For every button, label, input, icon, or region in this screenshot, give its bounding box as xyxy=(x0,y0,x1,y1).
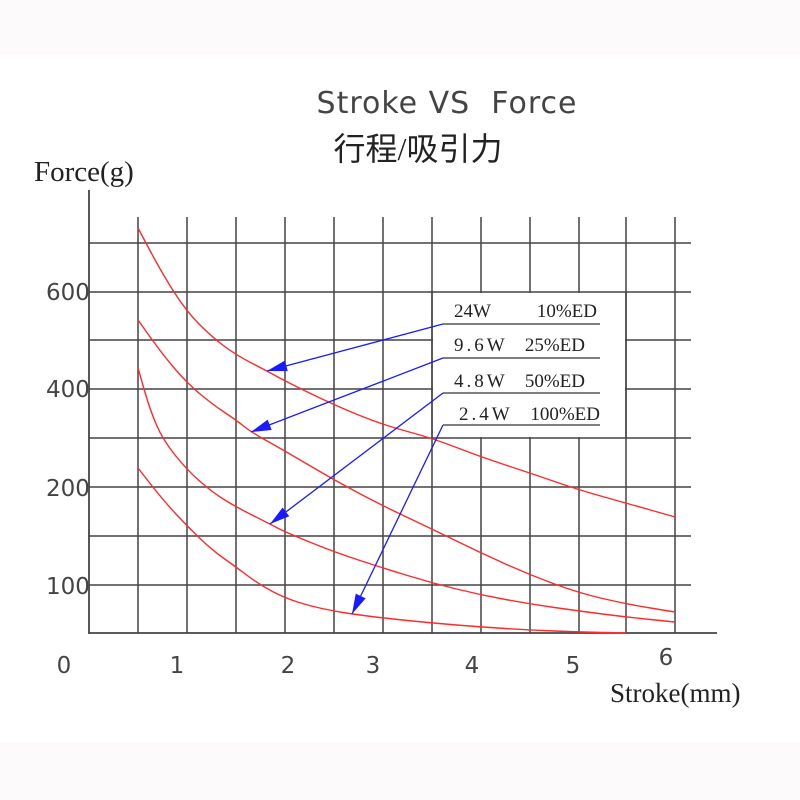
y-tick-labels: 600 400 200 100 xyxy=(46,280,90,600)
legend-box xyxy=(431,292,627,438)
y-axis-label: Force(g) xyxy=(34,156,134,188)
legend-duty-25ed: 25%ED xyxy=(525,335,585,356)
curve-2-4w xyxy=(137,467,627,634)
x-tick-6: 6 xyxy=(659,645,674,671)
legend-power-24w: 24W xyxy=(454,301,491,322)
x-tick-labels: 0 1 2 3 4 5 6 xyxy=(57,645,674,679)
arrowhead-icon xyxy=(251,419,272,432)
legend-leaders xyxy=(250,323,600,615)
legend-power-9-6w: 9.6W xyxy=(454,335,508,356)
x-tick-4: 4 xyxy=(465,653,480,679)
top-band xyxy=(0,0,800,55)
y-tick-600: 600 xyxy=(46,280,90,306)
y-tick-400: 400 xyxy=(46,377,90,403)
x-tick-2: 2 xyxy=(281,653,296,679)
chart-subtitle: 行程/吸引力 xyxy=(334,131,503,167)
chart-title: Stroke VS Force xyxy=(317,86,578,121)
y-tick-200: 200 xyxy=(46,476,90,502)
y-tick-100: 100 xyxy=(46,574,90,600)
x-axis-label: Stroke(mm) xyxy=(610,678,740,708)
legend-duty-50ed: 50%ED xyxy=(525,371,585,392)
legend-power-4-8w: 4.8W xyxy=(454,371,508,392)
curves xyxy=(137,227,676,634)
leader-line xyxy=(266,323,444,372)
leader-line xyxy=(269,392,444,525)
curve-9-6w xyxy=(137,319,676,613)
legend-duty-10ed: 10%ED xyxy=(537,301,597,322)
arrowhead-icon xyxy=(267,360,288,372)
x-tick-5: 5 xyxy=(566,653,581,679)
legend-labels: 24W 10%ED 9.6W 25%ED 4.8W 50%ED 2.4W 100… xyxy=(454,301,600,425)
x-tick-1: 1 xyxy=(170,653,185,679)
leader-line xyxy=(250,357,444,433)
bottom-band xyxy=(0,743,800,800)
arrowhead-icon xyxy=(352,593,366,614)
legend-duty-100ed: 100%ED xyxy=(530,404,600,425)
legend-power-2-4w: 2.4W xyxy=(459,404,513,425)
curve-24w xyxy=(137,227,676,518)
x-tick-3: 3 xyxy=(366,653,381,679)
arrowhead-icon xyxy=(270,507,290,524)
x-tick-0: 0 xyxy=(57,653,72,679)
leader-line xyxy=(351,424,444,615)
curve-4-8w xyxy=(137,367,676,623)
